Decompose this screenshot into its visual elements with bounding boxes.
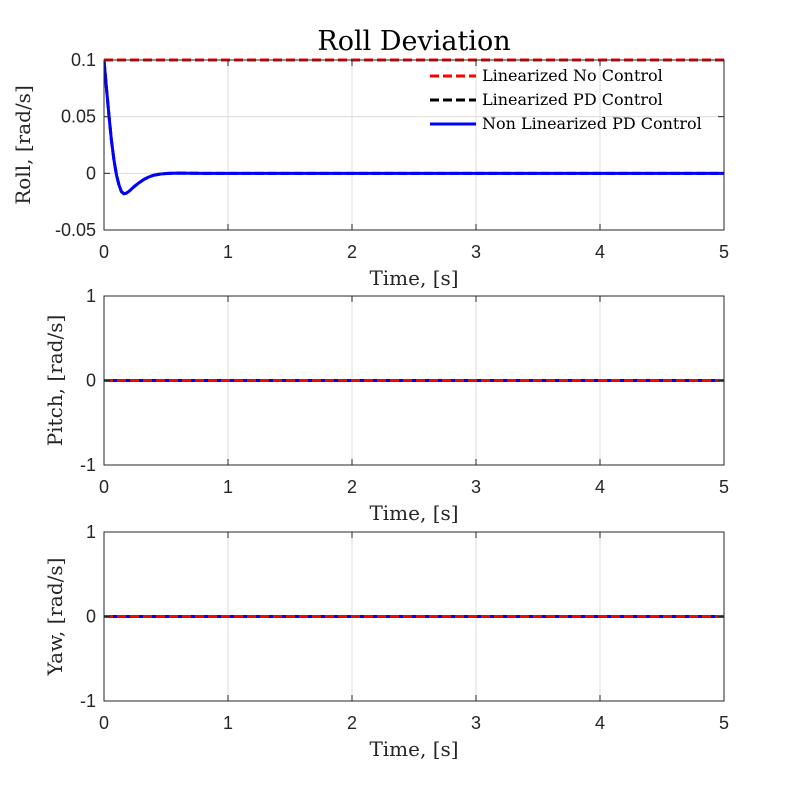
y-axis-label: Roll, [rad/s]: [11, 85, 35, 205]
x-tick-label: 0: [99, 477, 109, 497]
legend-entry: Linearized No Control: [482, 66, 663, 85]
x-tick-label: 5: [719, 242, 729, 262]
y-tick-label: -1: [80, 691, 96, 711]
legend: Linearized No Control Linearized PD Contr…: [430, 66, 702, 133]
x-tick-label: 4: [595, 477, 605, 497]
plot-area: [104, 60, 724, 230]
y-tick-label: 0: [86, 371, 96, 391]
x-tick-label: 4: [595, 713, 605, 733]
x-axis-label: Time, [s]: [369, 501, 458, 525]
legend-entry: Linearized PD Control: [482, 90, 663, 109]
x-tick-label: 3: [471, 477, 481, 497]
x-tick-label: 5: [719, 713, 729, 733]
y-tick-label: -0.05: [55, 220, 96, 240]
series-line-3: [104, 59, 724, 196]
chart-title: Roll Deviation: [317, 26, 510, 57]
y-tick-label: 0.1: [71, 50, 96, 70]
x-tick-label: 0: [99, 242, 109, 262]
y-axis-label: Pitch, [rad/s]: [43, 315, 67, 447]
x-axis-label: Time, [s]: [369, 266, 458, 290]
y-tick-label: 1: [86, 522, 96, 542]
x-tick-label: 0: [99, 713, 109, 733]
y-axis-label: Yaw, [rad/s]: [43, 558, 67, 677]
y-tick-label: 0.05: [61, 107, 96, 127]
y-tick-label: 1: [86, 286, 96, 306]
x-tick-label: 1: [223, 477, 233, 497]
x-axis-label: Time, [s]: [369, 737, 458, 761]
y-tick-label: -1: [80, 455, 96, 475]
x-tick-label: 2: [347, 713, 357, 733]
x-tick-label: 5: [719, 477, 729, 497]
x-tick-label: 2: [347, 242, 357, 262]
x-tick-label: 1: [223, 713, 233, 733]
x-tick-label: 4: [595, 242, 605, 262]
legend-entry: Non Linearized PD Control: [482, 114, 702, 133]
x-tick-label: 3: [471, 713, 481, 733]
x-tick-label: 3: [471, 242, 481, 262]
y-tick-label: 0: [86, 163, 96, 183]
x-tick-label: 2: [347, 477, 357, 497]
y-tick-label: 0: [86, 607, 96, 627]
x-tick-label: 1: [223, 242, 233, 262]
axes-frame: [103, 59, 725, 231]
